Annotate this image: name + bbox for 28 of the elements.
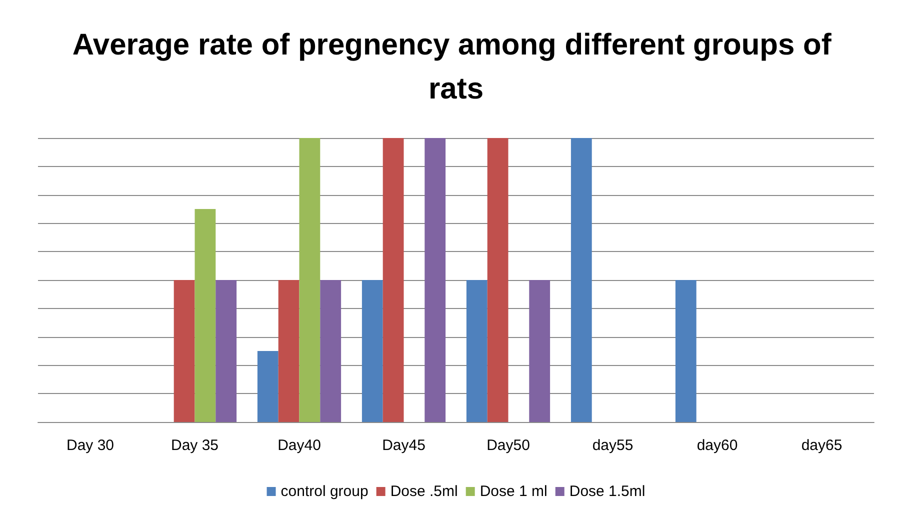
- bar: [278, 280, 300, 422]
- chart-title: Average rate of pregnency among different groups of rats: [72, 28, 840, 106]
- legend-label: control group: [280, 483, 368, 500]
- x-tick-label: Day 30: [66, 437, 114, 454]
- bar: [382, 138, 404, 422]
- x-tick-label: Day40: [278, 437, 321, 454]
- bar: [216, 280, 237, 422]
- bar: [362, 280, 383, 422]
- bar: [320, 280, 342, 422]
- bar: [299, 138, 320, 422]
- x-tick-label: day60: [696, 437, 738, 454]
- x-tick-label: day55: [592, 437, 634, 454]
- bar: [466, 280, 488, 422]
- bar: [257, 351, 278, 422]
- bar: [174, 280, 195, 422]
- bar: [194, 209, 216, 422]
- bar: [570, 138, 592, 422]
- x-tick-label: Day45: [382, 437, 426, 454]
- bar: [529, 280, 550, 422]
- x-tick-label: day65: [801, 437, 842, 454]
- x-tick-label: Day50: [486, 437, 530, 454]
- bar: [675, 280, 696, 422]
- legend-label: Dose 1 ml: [480, 483, 548, 500]
- x-tick-label: Day 35: [170, 437, 219, 454]
- bar: [487, 138, 508, 422]
- bar: [424, 138, 446, 422]
- legend-label: Dose 1.5ml: [569, 483, 646, 500]
- legend-label: Dose .5ml: [390, 483, 458, 500]
